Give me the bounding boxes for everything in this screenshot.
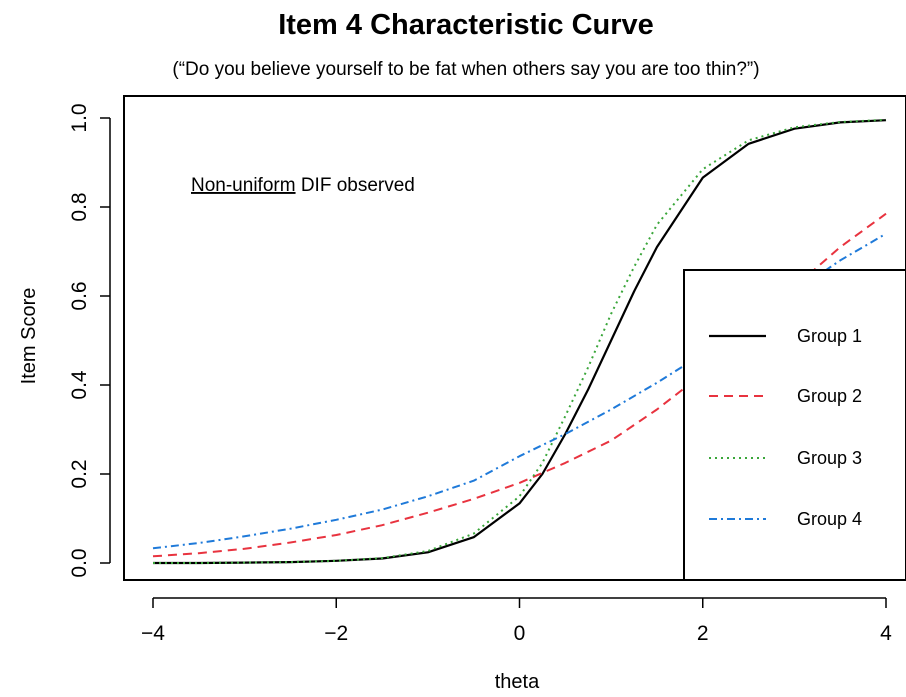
annotation-underlined: Non-uniform [191, 175, 296, 196]
x-tick-label: −2 [324, 622, 348, 645]
legend-box [683, 269, 906, 581]
legend: Group 1 Group 2 Group 3 Group 4 [683, 269, 906, 581]
plot-frame [123, 95, 906, 581]
annotation: Non-uniform DIF observed [191, 175, 415, 196]
chart-title: Item 4 Characteristic Curve [278, 9, 654, 41]
series-layer [152, 118, 887, 565]
y-tick-label: 0.2 [68, 459, 91, 488]
axes-layer: −4 −2 0 2 4 0.0 0.2 0.4 0.6 0.8 1.0 [68, 103, 892, 645]
annotation-rest: DIF observed [296, 175, 415, 196]
legend-label-4: Group 4 [797, 509, 862, 529]
series-line-4 [152, 232, 887, 550]
x-tick-label: 0 [514, 622, 526, 645]
x-tick-label: −4 [141, 622, 165, 645]
chart-subtitle: (“Do you believe yourself to be fat when… [172, 59, 759, 80]
y-tick-label: 0.8 [68, 192, 91, 221]
legend-label-2: Group 2 [797, 386, 862, 406]
y-tick-label: 0.6 [68, 281, 91, 310]
y-tick-label: 1.0 [68, 103, 91, 132]
legend-label-1: Group 1 [797, 326, 862, 346]
x-tick-label: 2 [697, 622, 709, 645]
x-axis-label: theta [495, 671, 540, 693]
legend-label-3: Group 3 [797, 448, 862, 468]
series-line-2 [152, 212, 887, 558]
y-axis-label: Item Score [18, 288, 40, 385]
y-tick-label: 0.0 [68, 548, 91, 577]
y-tick-label: 0.4 [68, 370, 91, 400]
x-tick-label: 4 [880, 622, 892, 645]
